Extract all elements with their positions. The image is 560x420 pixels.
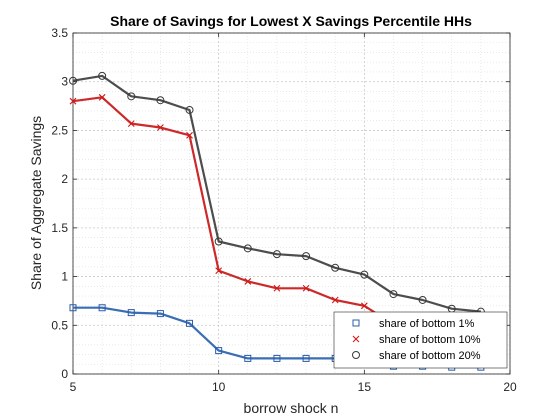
x-tick-label: 5 (70, 380, 77, 394)
legend-label: share of bottom 20% (379, 350, 481, 362)
legend-label: share of bottom 10% (379, 334, 481, 346)
y-tick-label: 0 (61, 367, 68, 381)
y-tick-label: 1.5 (51, 221, 68, 235)
y-tick-label: 2.5 (51, 123, 68, 137)
y-axis-label: Share of Aggregate Savings (28, 116, 44, 290)
chart-title: Share of Savings for Lowest X Savings Pe… (110, 13, 472, 29)
y-tick-label: 2 (61, 172, 68, 186)
y-tick-label: 3 (61, 75, 68, 89)
x-axis-label: borrow shock n (244, 400, 339, 416)
x-tick-label: 20 (503, 380, 517, 394)
y-tick-label: 0.5 (51, 318, 68, 332)
x-tick-label: 10 (212, 380, 226, 394)
legend: share of bottom 1% share of bottom 10% sha… (334, 312, 507, 368)
y-tick-label: 1 (61, 270, 68, 284)
y-tick-label: 3.5 (51, 26, 68, 40)
x-tick-label: 15 (358, 380, 372, 394)
legend-label: share of bottom 1% (379, 318, 475, 330)
